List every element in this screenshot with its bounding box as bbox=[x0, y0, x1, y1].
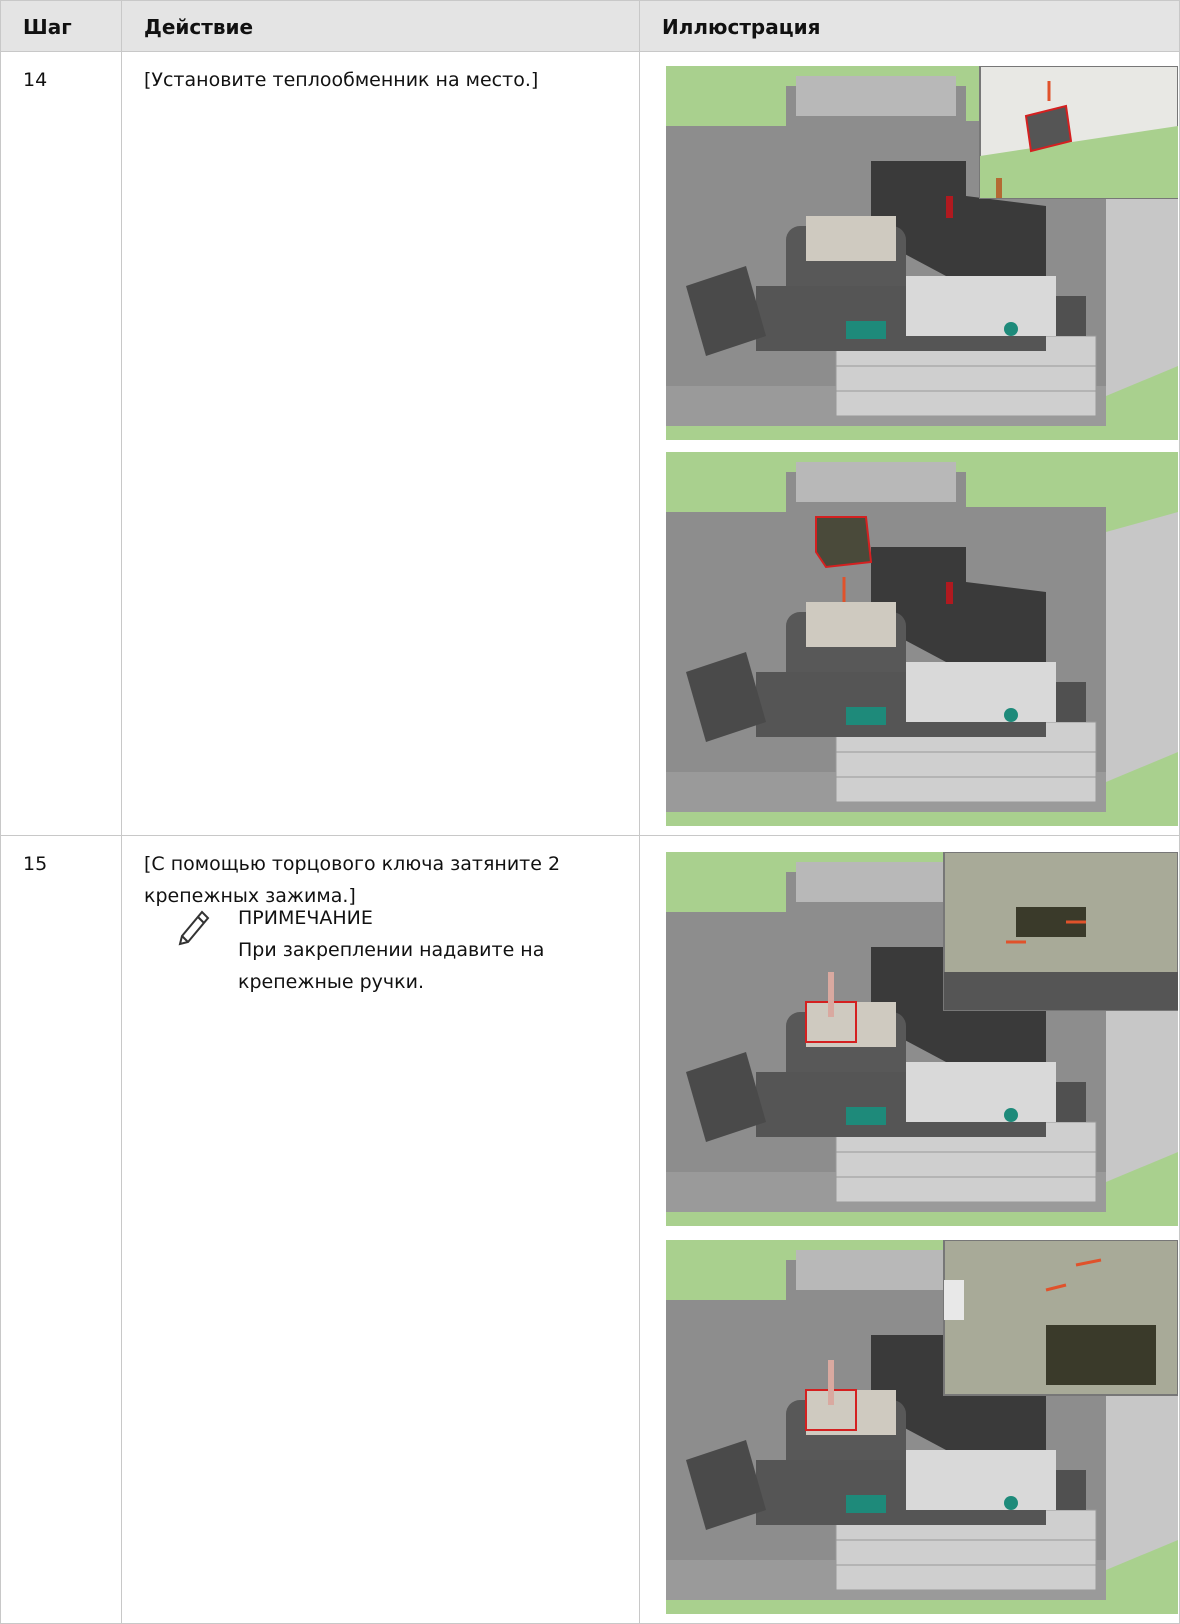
step-number: 15 bbox=[0, 836, 122, 1624]
illustration bbox=[666, 852, 1178, 1226]
step-number: 14 bbox=[0, 52, 122, 836]
header-cell: Действие bbox=[122, 0, 640, 52]
inset bbox=[979, 66, 1178, 199]
inset bbox=[943, 1240, 1178, 1396]
action: [Установите теплообменник на место.] bbox=[122, 52, 640, 836]
header-cell: Иллюстрация bbox=[640, 0, 1180, 52]
illustration bbox=[666, 66, 1178, 440]
note-text: При закреплении надавите на крепежные ру… bbox=[238, 939, 545, 993]
header-cell: Шаг bbox=[0, 0, 122, 52]
illustration bbox=[666, 1240, 1178, 1614]
note-title: ПРИМЕЧАНИЕ bbox=[238, 907, 373, 929]
note-icon bbox=[178, 910, 210, 946]
illustration bbox=[666, 452, 1178, 826]
inset bbox=[943, 852, 1178, 1011]
